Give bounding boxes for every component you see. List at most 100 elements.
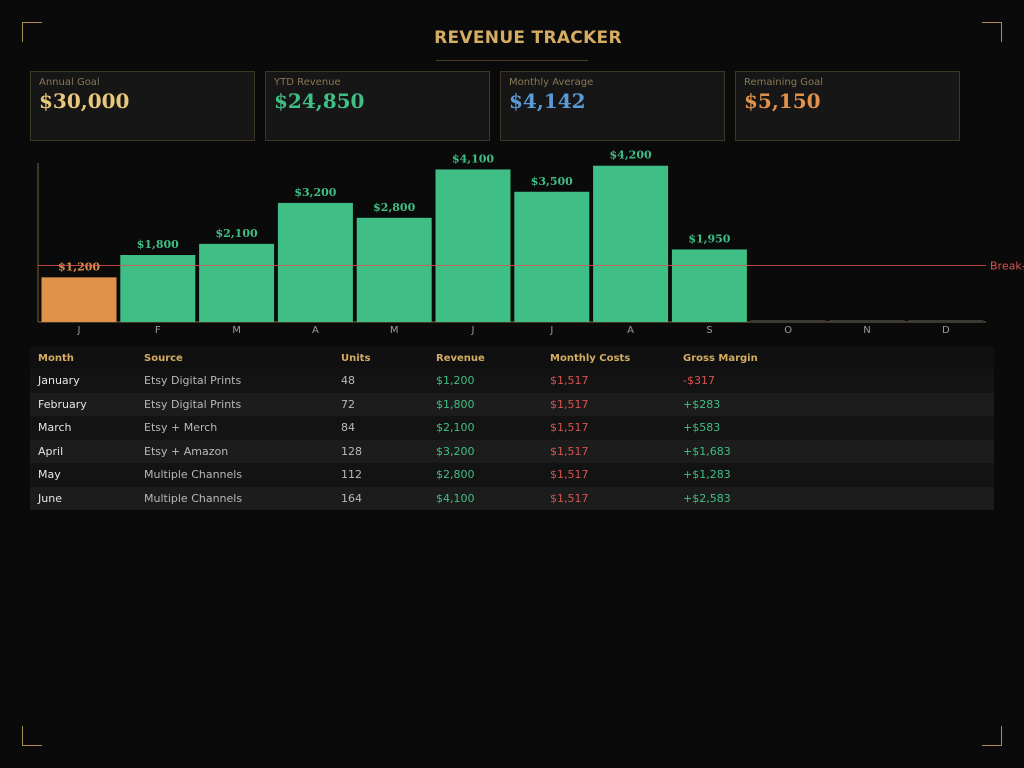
data-label: $1,200: [58, 260, 100, 273]
cell-source: Etsy + Merch: [136, 416, 333, 440]
data-label: $2,100: [216, 227, 258, 240]
page-header: REVENUE TRACKER: [0, 26, 1024, 50]
cell-costs: $1,517: [542, 369, 675, 393]
data-label: $2,800: [373, 201, 415, 214]
kpi-label: Monthly Average: [509, 77, 594, 88]
bar: [750, 320, 826, 322]
cell-costs: $1,517: [542, 439, 675, 463]
table-row: January Etsy Digital Prints 48 $1,200 $1,517…: [30, 369, 994, 393]
cell-units: 84: [333, 416, 428, 440]
x-tick-label: F: [155, 325, 161, 336]
kpi-card-remaining-goal: Remaining Goal $5,150: [735, 71, 960, 141]
revenue-bar-chart: $1,200 J $1,800 F $2,100 M $3,200 A $2,800 M $4,10…: [37, 149, 1024, 336]
cell-month: June: [30, 486, 136, 510]
corner-ornament-top-right: [982, 22, 1002, 42]
cell-source: Multiple Channels: [136, 486, 333, 510]
cell-month: March: [30, 416, 136, 440]
column-header: Revenue: [428, 347, 542, 369]
cell-units: 72: [333, 392, 428, 416]
corner-ornament-bottom-left: [22, 726, 42, 746]
bar: [120, 255, 196, 322]
table-row: March Etsy + Merch 84 $2,100 $1,517 +$583: [30, 416, 994, 440]
cell-source: Etsy + Amazon: [136, 439, 333, 463]
data-label: $1,950: [688, 232, 730, 245]
bar: [435, 169, 511, 322]
bar: [277, 202, 353, 322]
cell-source: Etsy Digital Prints: [136, 392, 333, 416]
bar: [908, 320, 984, 322]
cell-costs: $1,517: [542, 463, 675, 487]
kpi-value: $4,142: [509, 89, 586, 113]
kpi-value: $5,150: [744, 89, 821, 113]
corner-ornament-top-left: [22, 22, 42, 42]
kpi-label: Annual Goal: [39, 77, 100, 88]
cell-costs: $1,517: [542, 486, 675, 510]
table-row: June Multiple Channels 164 $4,100 $1,517 +$2,…: [30, 486, 994, 510]
kpi-value: $24,850: [274, 89, 365, 113]
bar: [356, 217, 432, 322]
x-tick-label: J: [471, 325, 475, 336]
page-title: REVENUE TRACKER: [434, 28, 622, 48]
table-row: February Etsy Digital Prints 72 $1,800 $1,51…: [30, 392, 994, 416]
bar: [41, 277, 117, 322]
cell-month: February: [30, 392, 136, 416]
x-tick-label: O: [784, 325, 792, 336]
data-label: $4,200: [610, 149, 652, 162]
cell-revenue: $2,800: [428, 463, 542, 487]
cell-margin: +$2,583: [675, 486, 994, 510]
revenue-table: Month Source Units Revenue Monthly Costs…: [30, 347, 994, 510]
x-tick-label: M: [232, 325, 241, 336]
cell-margin: +$1,283: [675, 463, 994, 487]
corner-ornament-bottom-right: [982, 726, 1002, 746]
table-row: April Etsy + Amazon 128 $3,200 $1,517 +$1,683: [30, 439, 994, 463]
x-tick-label: A: [627, 325, 634, 336]
cell-source: Etsy Digital Prints: [136, 369, 333, 393]
cell-units: 128: [333, 439, 428, 463]
bar: [514, 191, 590, 322]
cell-month: April: [30, 439, 136, 463]
data-label: $3,500: [531, 175, 573, 188]
column-header: Monthly Costs: [542, 347, 675, 369]
x-tick-label: J: [77, 325, 81, 336]
x-tick-label: A: [312, 325, 319, 336]
data-label: $4,100: [452, 152, 494, 165]
cell-revenue: $1,800: [428, 392, 542, 416]
kpi-card-annual-goal: Annual Goal $30,000: [30, 71, 255, 141]
kpi-label: YTD Revenue: [274, 77, 341, 88]
cell-margin: +$283: [675, 392, 994, 416]
table-row: May Multiple Channels 112 $2,800 $1,517 +$1,2…: [30, 463, 994, 487]
kpi-card-ytd-revenue: YTD Revenue $24,850: [265, 71, 490, 141]
cell-revenue: $1,200: [428, 369, 542, 393]
bar: [671, 249, 747, 322]
cell-units: 112: [333, 463, 428, 487]
cell-source: Multiple Channels: [136, 463, 333, 487]
cell-units: 48: [333, 369, 428, 393]
data-label: $1,800: [137, 238, 179, 251]
cell-costs: $1,517: [542, 392, 675, 416]
cell-revenue: $3,200: [428, 439, 542, 463]
cell-month: January: [30, 369, 136, 393]
x-tick-label: J: [549, 325, 553, 336]
column-header: Gross Margin: [675, 347, 994, 369]
cell-month: May: [30, 463, 136, 487]
bar: [199, 243, 275, 322]
kpi-label: Remaining Goal: [744, 77, 824, 88]
kpi-value: $30,000: [39, 89, 130, 113]
x-tick-label: D: [942, 325, 950, 336]
cell-units: 164: [333, 486, 428, 510]
break-even-label: Break-even: [990, 260, 1024, 273]
x-tick-label: M: [390, 325, 399, 336]
table-header-row: Month Source Units Revenue Monthly Costs…: [30, 347, 994, 369]
cell-margin: -$317: [675, 369, 994, 393]
cell-costs: $1,517: [542, 416, 675, 440]
column-header: Month: [30, 347, 136, 369]
bar: [593, 165, 669, 322]
title-divider: [436, 60, 588, 61]
x-tick-label: N: [863, 325, 870, 336]
column-header: Source: [136, 347, 333, 369]
cell-revenue: $2,100: [428, 416, 542, 440]
bar: [829, 320, 905, 322]
cell-margin: +$583: [675, 416, 994, 440]
kpi-card-monthly-average: Monthly Average $4,142: [500, 71, 725, 141]
